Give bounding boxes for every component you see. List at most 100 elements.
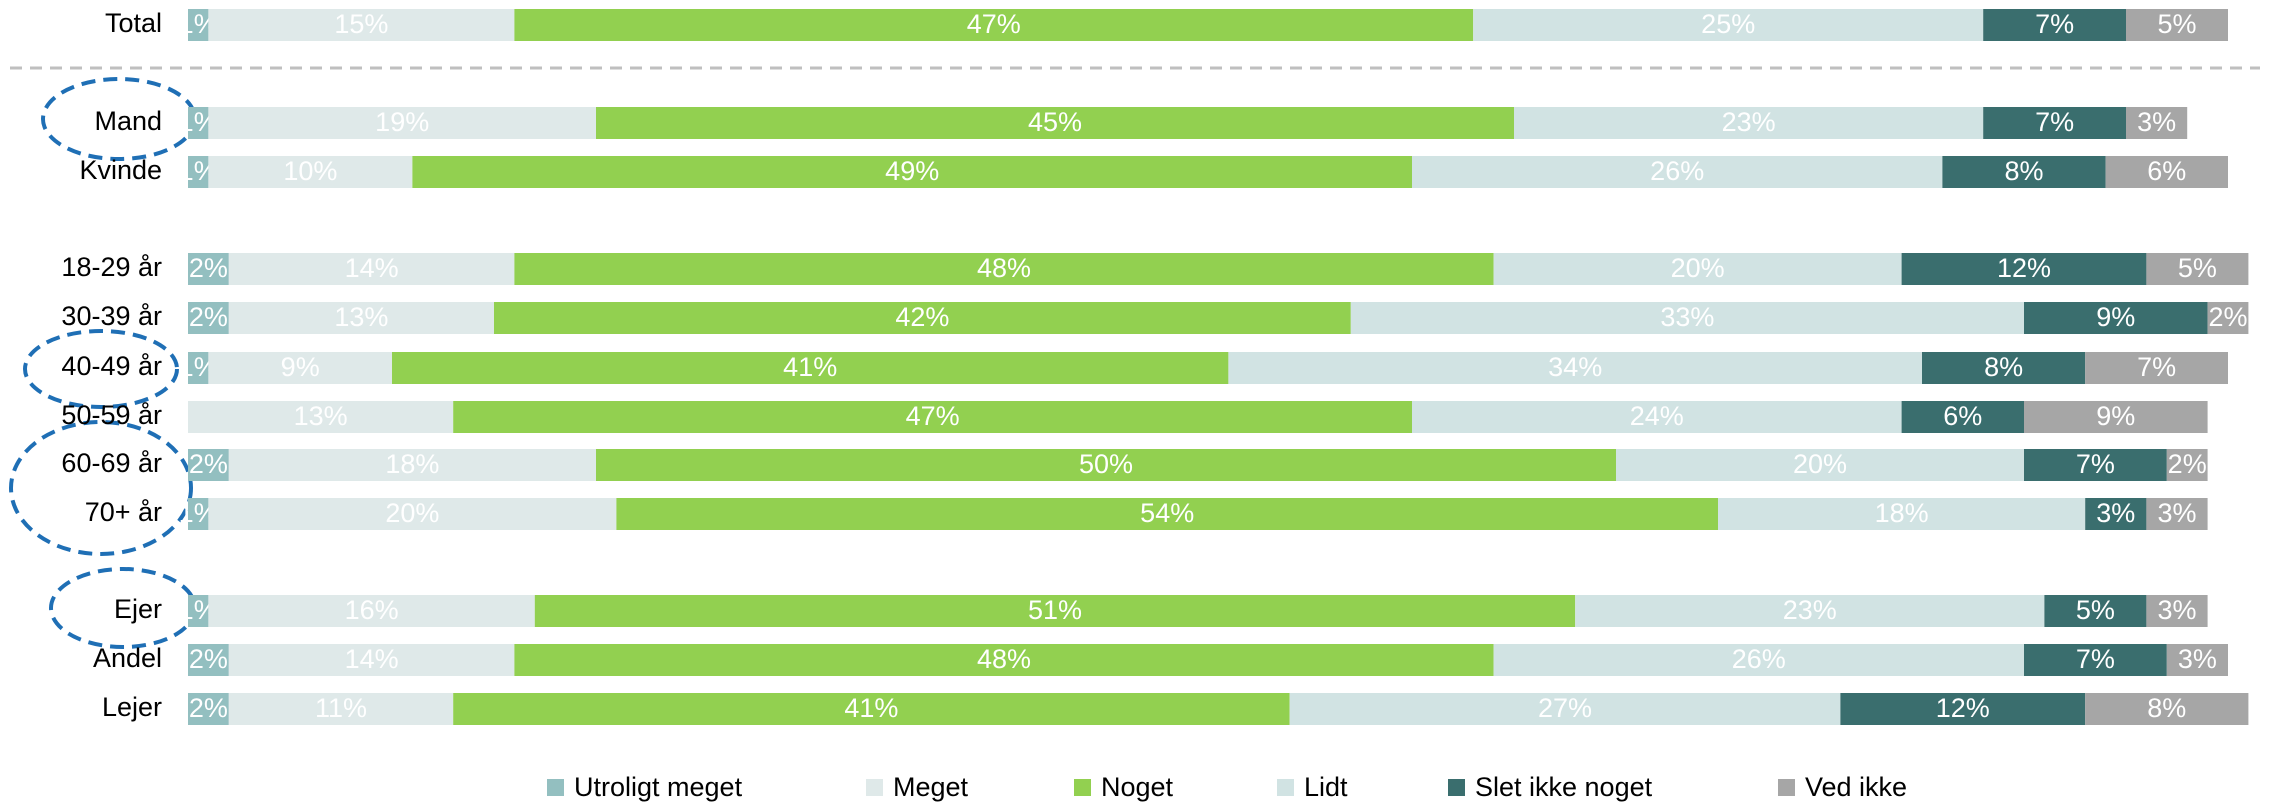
bar-segment: [1942, 156, 2106, 188]
category-label: Mand: [94, 106, 162, 136]
bar-segment: [188, 352, 209, 384]
value-label: 11%: [315, 693, 367, 723]
bar-segment: [1840, 693, 2086, 725]
value-label: 54%: [1140, 498, 1194, 528]
value-label: 15%: [334, 9, 388, 39]
value-label: 18%: [1875, 498, 1929, 528]
value-label: 2%: [189, 449, 228, 479]
bar-segment: [188, 498, 209, 530]
bar-segment: [2085, 498, 2147, 530]
bar-segment: [1718, 498, 2086, 530]
bar-segment: [1473, 9, 1984, 41]
value-label: 34%: [1548, 352, 1602, 382]
bar-segment: [188, 156, 209, 188]
bar-segment: [2024, 449, 2167, 481]
value-label: 41%: [844, 693, 898, 723]
legend-label: Ved ikke: [1805, 772, 1907, 802]
value-label: 25%: [1701, 9, 1755, 39]
bar-segment: [228, 644, 515, 676]
value-label: 20%: [385, 498, 439, 528]
value-label: 2%: [189, 253, 228, 283]
value-label: 7%: [2035, 107, 2074, 137]
value-label: 27%: [1538, 693, 1592, 723]
value-label: 23%: [1783, 595, 1837, 625]
bar-segment: [228, 253, 515, 285]
legend-label: Noget: [1101, 772, 1174, 802]
highlight-ellipse: [9, 420, 193, 556]
value-label: 2%: [2168, 449, 2207, 479]
legend-label: Slet ikke noget: [1475, 772, 1653, 802]
value-label: 7%: [2076, 449, 2115, 479]
value-label: 12%: [1936, 693, 1990, 723]
value-label: 3%: [2157, 595, 2196, 625]
bar-segment: [2146, 595, 2208, 627]
bar-segment: [2126, 9, 2228, 41]
bar-segment: [1412, 156, 1943, 188]
value-label: 2%: [189, 302, 228, 332]
value-label: 2%: [189, 693, 228, 723]
bar-segment: [1983, 107, 2126, 139]
value-label: 24%: [1630, 401, 1684, 431]
bar-segment: [616, 498, 1718, 530]
bar-segment: [188, 302, 229, 334]
value-label: 42%: [895, 302, 949, 332]
value-label: 6%: [2147, 156, 2186, 186]
value-label: 3%: [2096, 498, 2135, 528]
value-label: 50%: [1079, 449, 1133, 479]
legend-swatch: [1277, 779, 1294, 796]
category-label: 50-59 år: [61, 400, 162, 430]
bar-segment: [1901, 401, 2024, 433]
category-label: Lejer: [102, 692, 162, 722]
bar-segment: [188, 595, 209, 627]
value-label: 48%: [977, 644, 1031, 674]
value-label: 13%: [294, 401, 348, 431]
legend-label: Utroligt meget: [574, 772, 743, 802]
value-label: 8%: [1984, 352, 2023, 382]
bar-segment: [1983, 9, 2126, 41]
bar-segment: [494, 302, 1351, 334]
bar-segment: [453, 693, 1290, 725]
bar-segment: [208, 498, 617, 530]
bar-segment: [453, 401, 1412, 433]
legend-swatch: [1778, 779, 1795, 796]
value-label: 14%: [345, 644, 399, 674]
bar-segment: [208, 9, 515, 41]
bar-segment: [596, 449, 1616, 481]
category-label: Kvinde: [79, 155, 162, 185]
legend-swatch: [866, 779, 883, 796]
category-label: Ejer: [114, 594, 162, 624]
value-label: 47%: [906, 401, 960, 431]
bar-segment: [2146, 498, 2208, 530]
value-label: 48%: [977, 253, 1031, 283]
value-label: 23%: [1722, 107, 1776, 137]
bar-segment: [188, 401, 454, 433]
value-label: 20%: [1793, 449, 1847, 479]
bar-segment: [188, 644, 229, 676]
bar-segment: [1493, 253, 1902, 285]
bar-segment: [2085, 693, 2249, 725]
bar-segment: [2207, 302, 2249, 334]
bar-segment: [514, 253, 1494, 285]
category-label: 60-69 år: [61, 448, 162, 478]
bar-segment: [412, 156, 1412, 188]
bar-segment: [228, 693, 454, 725]
bar-segment: [208, 352, 392, 384]
value-label: 26%: [1732, 644, 1786, 674]
value-label: 9%: [2096, 401, 2135, 431]
value-label: 14%: [345, 253, 399, 283]
value-label: 3%: [2137, 107, 2176, 137]
value-label: 33%: [1660, 302, 1714, 332]
value-label: 18%: [385, 449, 439, 479]
category-label: 40-49 år: [61, 351, 162, 381]
bar-segment: [2126, 107, 2188, 139]
bar-segment: [208, 156, 413, 188]
bar-segment: [534, 595, 1576, 627]
bar-segment: [1412, 401, 1902, 433]
bar-segment: [2166, 449, 2208, 481]
category-label: 70+ år: [85, 497, 162, 527]
bar-segment: [1901, 253, 2147, 285]
bar-segment: [514, 9, 1474, 41]
value-label: 7%: [2035, 9, 2074, 39]
bar-segment: [1350, 302, 2024, 334]
legend-swatch: [547, 779, 564, 796]
